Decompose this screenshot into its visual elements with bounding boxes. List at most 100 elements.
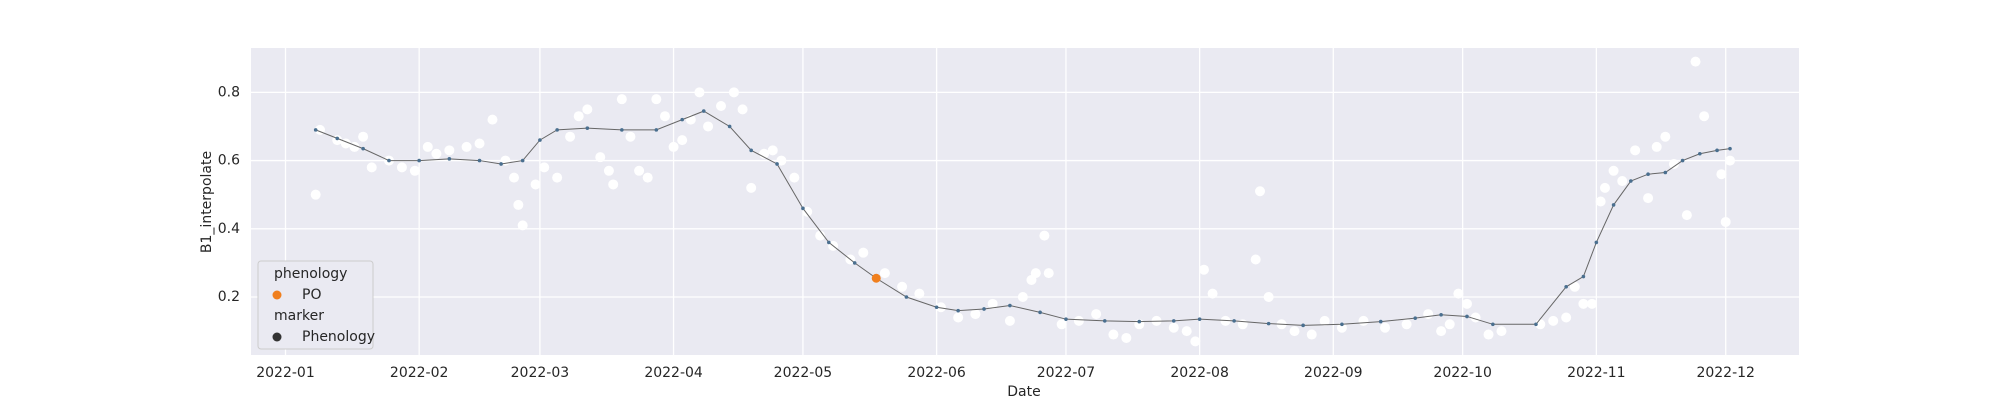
line-point [313,128,318,132]
line-point [1698,151,1702,156]
scatter-point [1617,176,1628,187]
line-point [1378,319,1383,324]
plot-area [251,48,1799,355]
scatter-point [1255,186,1266,197]
legend-label: Phenology [302,329,375,345]
scatter-point [1578,298,1589,309]
scatter-point [409,165,420,176]
line-point [1491,322,1495,327]
phenology-point [871,273,881,283]
scatter-point [608,179,619,190]
legend-label: PO [302,287,321,303]
scatter-point [1073,315,1084,326]
scatter-point [1595,196,1606,207]
scatter-point [1630,145,1641,156]
scatter-point [1453,288,1464,299]
scatter-point [642,172,653,183]
scatter-point [987,298,998,309]
scatter-point [1496,326,1507,337]
line-point [775,162,779,166]
scatter-point [1561,312,1572,323]
scatter-point [767,145,778,156]
line-point [585,126,590,130]
scatter-point [1121,332,1132,343]
line-point [335,136,340,141]
scatter-point [802,206,813,217]
line-point [477,158,482,163]
line-point [1197,317,1202,321]
line-point [1008,303,1012,308]
scatter-point [431,148,442,159]
line-point [801,206,805,211]
scatter-point [1470,312,1481,323]
scatter-point [1699,111,1710,122]
scatter-point [1548,315,1559,326]
scatter-point [716,100,727,111]
line-point [520,158,525,163]
line-point [1137,319,1142,324]
line-point [1715,148,1719,153]
scatter-point [651,94,662,105]
scatter-point [1108,329,1119,340]
scatter-point [582,104,593,115]
line-point [1629,179,1633,183]
x-tick-label: 2022-09 [1304,365,1363,381]
y-tick-label: 0.8 [218,84,240,100]
scatter-point [1725,155,1736,166]
scatter-point [444,145,455,156]
scatter-point [1056,319,1067,330]
legend-box [257,260,374,350]
line-point [555,128,559,132]
line-point [1102,319,1107,323]
line-point [1581,274,1586,279]
x-tick-label: 2022-03 [511,365,570,381]
scatter-point [1660,131,1671,142]
scatter-point [1263,292,1274,303]
line-point [1534,322,1538,327]
scatter-point [1319,315,1330,326]
line-point [1465,314,1469,319]
scatter-point [659,111,670,122]
line-point [1728,146,1732,151]
y-tick-label: 0.4 [218,221,240,237]
line-point [934,305,939,310]
scatter-point [1181,326,1192,337]
scatter-point [517,220,528,231]
x-tick-label: 2022-10 [1433,365,1492,381]
x-tick-label: 2022-04 [644,365,703,381]
scatter-point [703,121,714,132]
scatter-point [1207,288,1218,299]
scatter-point [573,111,584,122]
line-point [417,158,421,163]
scatter-point [1004,315,1015,326]
scatter-point [1599,182,1610,193]
scatter-point [1716,169,1727,180]
y-tick-label: 0.2 [218,289,240,305]
scatter-point [310,189,321,200]
scatter-point [1030,268,1041,279]
scatter-point [366,162,377,173]
x-tick-label: 2022-06 [907,365,966,381]
line-point [1611,203,1616,207]
scatter-point [1483,329,1494,340]
scatter-point [461,141,472,152]
scatter-point [879,268,890,279]
line-point [1232,319,1236,323]
scatter-point [616,94,627,105]
scatter-point [668,141,679,152]
x-tick-label: 2022-02 [390,365,449,381]
scatter-point [539,162,550,173]
scatter-point [694,87,705,98]
line-point [1266,321,1271,326]
scatter-point [789,172,800,183]
scatter-point [1198,264,1209,275]
scatter-point [1444,319,1455,330]
scatter-point [487,114,498,125]
scatter-point [1668,158,1679,169]
scatter-point [625,131,636,142]
scatter-point [897,281,908,292]
line-point [361,146,365,151]
x-tick-label: 2022-08 [1170,365,1229,381]
line-point [852,261,857,265]
